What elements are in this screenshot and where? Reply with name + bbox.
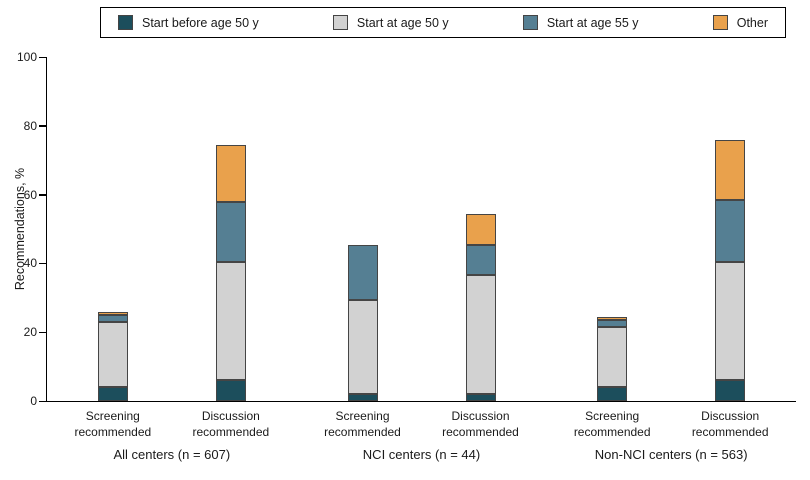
y-tick-label: 40: [23, 256, 37, 271]
bar: Screening recommended: [574, 57, 651, 439]
bar-segment-start-before-age-50: [215, 380, 246, 401]
plot-area: 0 20 40 60 80 100 Screening recommended Discussi…: [17, 50, 796, 462]
stacked-bar: [715, 57, 746, 401]
bar-segment-other: [215, 144, 246, 202]
x-tick-label: Screening recommended: [324, 409, 401, 439]
legend-item-start-at-age-50: Start at age 50 y: [332, 15, 449, 30]
y-tick-label: 100: [16, 50, 37, 64]
legend: Start before age 50 y Start at age 50 y St…: [100, 7, 786, 38]
bar-segment-start-at-age-55: [347, 244, 378, 300]
y-tick-mark: [39, 125, 46, 127]
bar-segment-other: [597, 316, 628, 321]
bar-segment-start-at-age-50: [97, 321, 128, 388]
bar-segment-start-at-age-55: [215, 201, 246, 262]
bar-segment-start-before-age-50: [715, 380, 746, 401]
x-tick-label: Discussion recommended: [691, 409, 769, 439]
legend-swatch-start-at-age-55: [522, 15, 538, 30]
y-tick-mark: [39, 262, 46, 265]
group-label: All centers (n = 607): [113, 447, 231, 462]
y-axis-label: Recommendations, %: [13, 167, 27, 291]
legend-label: Start before age 50 y: [142, 15, 259, 30]
bar-segment-other: [97, 311, 128, 316]
bar-segment-start-before-age-50: [597, 387, 628, 401]
bar: Screening recommended: [74, 57, 151, 439]
y-tick-label: 20: [23, 325, 37, 340]
stacked-bar: [215, 57, 246, 401]
y-tick-label: 80: [23, 118, 37, 133]
bar: Discussion recommended: [192, 57, 269, 439]
bar-segment-start-before-age-50: [97, 387, 128, 401]
stacked-bar: [97, 57, 128, 401]
legend-swatch-other: [712, 15, 728, 30]
bar-segment-start-at-age-50: [465, 275, 496, 395]
bar-segment-start-at-age-50: [347, 299, 378, 395]
y-tick-mark: [39, 56, 46, 58]
y-tick-mark: [39, 400, 46, 402]
group-label: Non-NCI centers (n = 563): [594, 447, 748, 462]
bar-segment-start-at-age-50: [215, 261, 246, 381]
stacked-bar: [597, 57, 628, 401]
chart-group: Screening recommended Discussion recommende…: [297, 57, 547, 462]
stacked-bar: [465, 57, 496, 401]
bar-segment-start-at-age-50: [715, 261, 746, 381]
bar-segment-start-at-age-55: [465, 244, 496, 276]
y-tick-mark: [39, 331, 46, 334]
legend-label: Other: [736, 15, 768, 30]
legend-label: Start at age 55 y: [546, 15, 639, 30]
x-tick-label: Screening recommended: [74, 409, 152, 439]
legend-swatch-start-before-age-50: [118, 15, 133, 30]
x-tick-label: Screening recommended: [573, 409, 651, 439]
bar-segment-other: [715, 139, 746, 200]
group-label: NCI centers (n = 44): [362, 447, 481, 462]
legend-item-start-before-age-50: Start before age 50 y: [118, 15, 259, 30]
legend-item-other: Other: [712, 15, 768, 30]
legend-label: Start at age 50 y: [356, 15, 449, 30]
groups-row: Screening recommended Discussion recommende…: [47, 57, 796, 462]
x-tick-label: Discussion recommended: [192, 409, 270, 439]
y-tick-label: 0: [30, 394, 37, 408]
bar-segment-other: [465, 213, 496, 245]
chart-group: Screening recommended Discussion recommende…: [546, 57, 796, 462]
stacked-bar: [347, 57, 378, 401]
bar-segment-start-at-age-55: [715, 199, 746, 262]
bar-segment-start-before-age-50: [465, 394, 496, 401]
legend-item-start-at-age-55: Start at age 55 y: [522, 15, 639, 30]
x-tick-label: Discussion recommended: [442, 409, 519, 439]
bar: Discussion recommended: [692, 57, 769, 439]
bar-segment-start-at-age-55: [597, 320, 628, 328]
y-tick-label: 60: [23, 187, 37, 202]
bar: Screening recommended: [324, 57, 401, 439]
legend-swatch-start-at-age-50: [332, 15, 348, 30]
chart-group: Screening recommended Discussion recommende…: [47, 57, 297, 462]
bar-segment-start-at-age-55: [97, 315, 128, 322]
bar-segment-start-before-age-50: [347, 394, 378, 401]
y-tick-mark: [39, 194, 46, 196]
bar-segment-start-at-age-50: [597, 327, 628, 388]
bar: Discussion recommended: [442, 57, 519, 439]
